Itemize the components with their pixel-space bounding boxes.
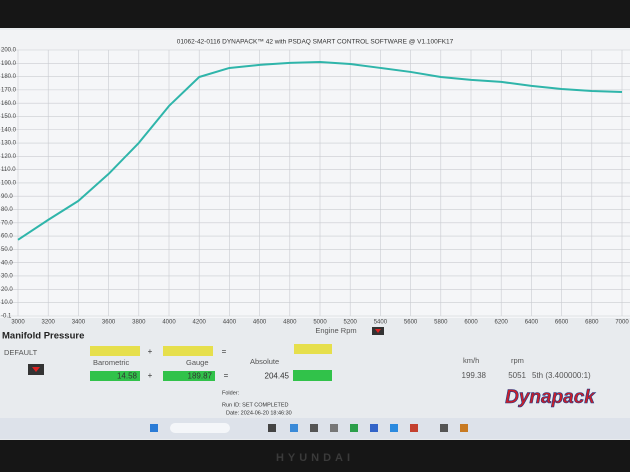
lines (17, 60, 623, 241)
x-tick-label: 7000 (615, 320, 629, 326)
gauge-value: 189.87 (188, 372, 213, 381)
x-tick-label: 4400 (223, 320, 237, 326)
rpm-label: rpm (511, 356, 524, 365)
y-tick-label: 20.0 (1, 287, 13, 293)
x-tick-label: 6200 (495, 320, 509, 326)
y-tick-label: 80.0 (1, 207, 13, 213)
y-tick-label: -0.1 (1, 314, 12, 320)
gear-value: 5th (3.400000:1) (532, 371, 591, 380)
x-tick-label: 4800 (283, 320, 297, 326)
icon (375, 329, 381, 333)
run-date: Date: 2024-06-20 18:46:30 (226, 410, 292, 416)
y-tick-label: 90.0 (1, 194, 13, 200)
panel-title: Manifold Pressure (2, 331, 84, 342)
x-tick-label: 5800 (434, 320, 448, 326)
title-bar (0, 30, 630, 50)
y-tick-label: 170.0 (1, 87, 17, 93)
taskbar-icons (268, 424, 468, 432)
operator: + (148, 347, 153, 356)
y-tick-label: 130.0 (1, 141, 17, 147)
y-tick-label: 50.0 (1, 247, 13, 253)
y-tick-label: 160.0 (1, 101, 17, 107)
x-tick-label: 6800 (585, 320, 599, 326)
barometric-value: 14.58 (117, 372, 138, 381)
x-tick-label: 6000 (464, 320, 478, 326)
x-tick-label: 5000 (313, 320, 327, 326)
search-box[interactable] (170, 423, 230, 433)
grid (0, 49, 630, 317)
y-tick-label: 190.0 (1, 61, 17, 67)
x-tick-label: 6600 (555, 320, 569, 326)
y-tick-label: 70.0 (1, 220, 13, 226)
y-tick-label: 180.0 (1, 74, 17, 80)
data-line (17, 60, 623, 241)
x-tick-label: 5400 (374, 320, 388, 326)
rpm-value: 5051 (508, 371, 526, 380)
preset-label: DEFAULT (4, 348, 38, 357)
operator: = (222, 347, 227, 356)
x-tick-label: 3400 (72, 320, 86, 326)
operator: = (224, 371, 229, 380)
x-tick-label: 5200 (344, 320, 358, 326)
logo: Dynapack (505, 387, 596, 408)
x-tick-label: 4200 (193, 320, 207, 326)
x-tick-label: 3800 (132, 320, 146, 326)
x-tick-label: 4000 (162, 320, 176, 326)
absolute-label: Absolute (250, 357, 279, 366)
x-tick-label: 4600 (253, 320, 267, 326)
x-tick-label: 3000 (11, 320, 25, 326)
y-tick-label: 60.0 (1, 234, 13, 240)
chart-title: 01062-42-0116 DYNAPACK™ 42 with PSDAQ SM… (177, 39, 454, 46)
start-button[interactable] (150, 424, 158, 432)
input-box[interactable] (294, 344, 332, 354)
x-tick-label: 3200 (42, 320, 56, 326)
y-tick-label: 40.0 (1, 260, 13, 266)
run-id: Run ID: SET COMPLETED (222, 402, 289, 408)
barometric-label: Barometric (93, 358, 130, 367)
y-tick-label: 120.0 (1, 154, 17, 160)
icon (32, 367, 40, 372)
input-box[interactable] (90, 346, 140, 356)
y-tick-label: 140.0 (1, 127, 17, 133)
bezel-brand: HYUNDAI (276, 452, 354, 464)
y-tick-label: 30.0 (1, 274, 13, 280)
y-tick-label: 10.0 (1, 300, 13, 306)
y-tick-label: 110.0 (1, 167, 16, 173)
ticks: -0.1 10.0 20.0 30.0 40.0 50.0 60.0 70.0 80.0 90.0… (1, 48, 629, 326)
folder-label: Folder: (222, 390, 240, 396)
speed-value: 199.38 (462, 371, 487, 380)
y-tick-label: 150.0 (1, 114, 17, 120)
value-box (90, 371, 140, 381)
operator: + (148, 371, 153, 380)
value-box (163, 371, 215, 381)
input-box[interactable] (163, 346, 213, 356)
speed-label: km/h (463, 356, 479, 365)
value-box (293, 370, 332, 381)
gauge-label: Gauge (186, 358, 209, 367)
absolute-value: 204.45 (265, 372, 290, 381)
x-tick-label: 3600 (102, 320, 116, 326)
y-tick-label: 100.0 (1, 181, 17, 187)
plot-area (0, 50, 630, 318)
x-tick-label: 5600 (404, 320, 418, 326)
x-axis-label: Engine Rpm (315, 326, 356, 335)
x-tick-label: 6400 (525, 320, 539, 326)
y-tick-label: 200.0 (1, 48, 17, 54)
